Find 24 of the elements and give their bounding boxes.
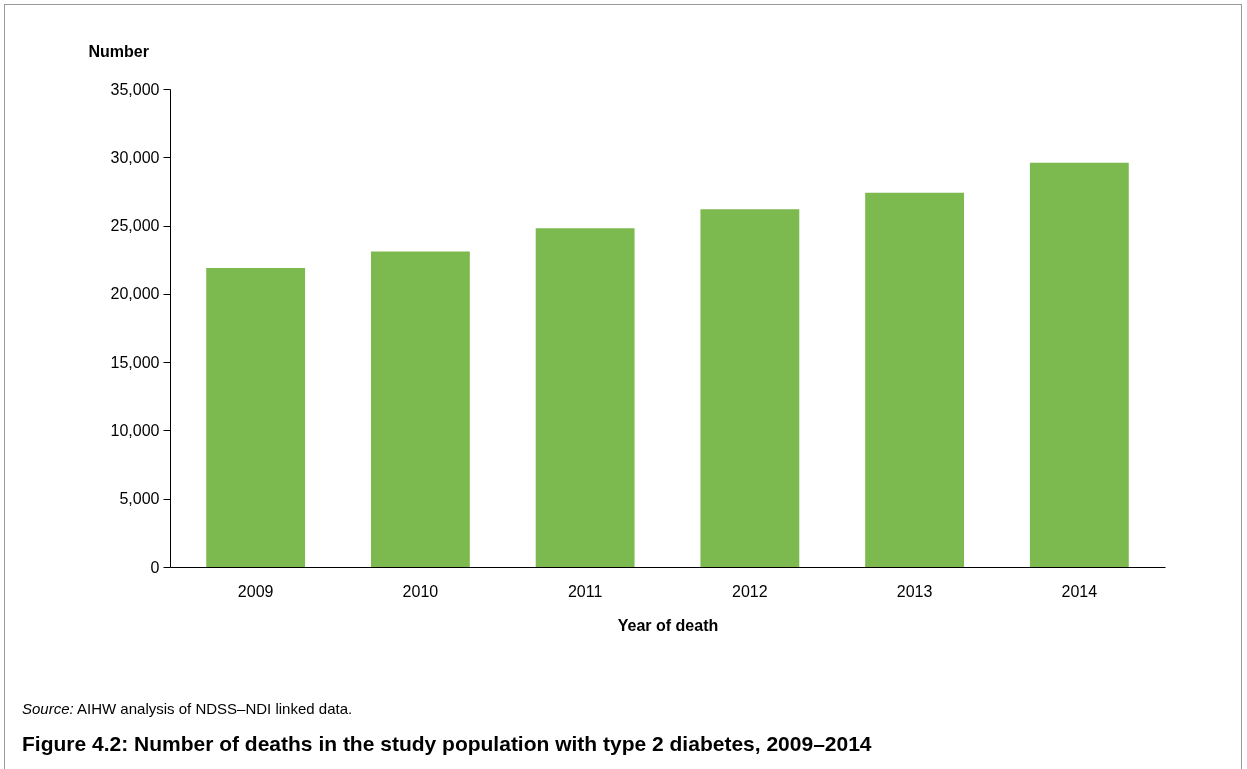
x-tick-label: 2009 (237, 582, 274, 600)
y-axis-title: Number (88, 42, 149, 60)
source-note: Source: AIHW analysis of NDSS–NDI linked data. (22, 700, 353, 717)
x-tick-label: 2011 (567, 582, 603, 600)
bar (700, 209, 800, 567)
bar (206, 267, 306, 567)
bar (370, 251, 470, 567)
x-tick-label: 2014 (1061, 582, 1098, 600)
y-tick-label: 30,000 (110, 148, 160, 166)
y-tick-label: 25,000 (110, 217, 160, 235)
text: Figure 4.2: Number of deaths in the study population with type 2 diabetes, 2009–2014 (22, 732, 872, 756)
y-tick-label: 5,000 (119, 490, 160, 508)
x-tick-label: 2012 (732, 582, 768, 600)
y-tick-label: 10,000 (110, 421, 160, 439)
y-tick-label: 0 (150, 558, 160, 576)
x-tick-label: 2010 (402, 582, 439, 600)
bar (1029, 162, 1129, 567)
x-axis-title: Year of death (617, 616, 719, 634)
y-tick-label: 20,000 (110, 285, 160, 303)
bar (865, 192, 965, 567)
y-tick-label: 15,000 (110, 353, 160, 371)
bar (535, 228, 635, 567)
y-tick-label: 35,000 (110, 80, 160, 98)
x-tick-label: 2013 (896, 582, 933, 600)
